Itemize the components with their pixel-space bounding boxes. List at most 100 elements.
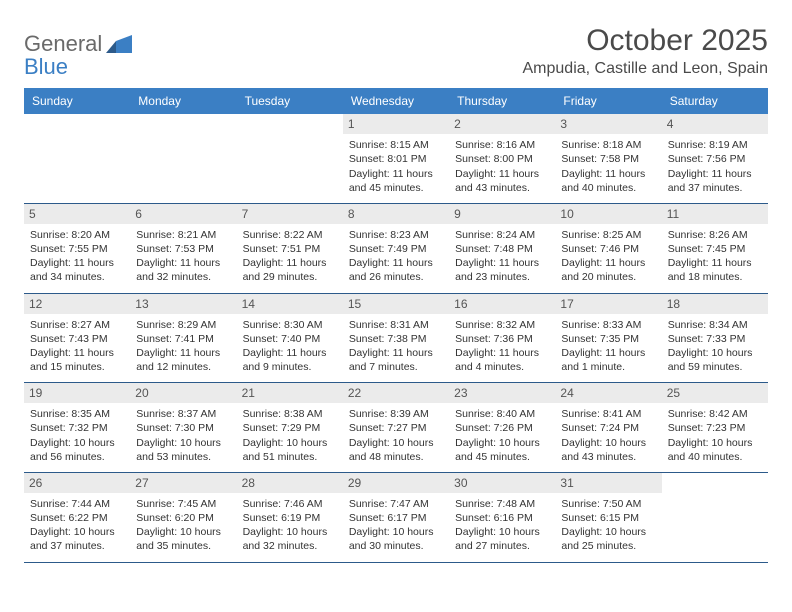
logo-text: General Blue [24, 32, 102, 78]
day-cell: 20Sunrise: 8:37 AMSunset: 7:30 PMDayligh… [130, 383, 236, 472]
daylight-text-1: Daylight: 11 hours [561, 167, 655, 181]
daylight-text-1: Daylight: 10 hours [561, 525, 655, 539]
day-number: 16 [449, 294, 555, 314]
daylight-text-1: Daylight: 11 hours [668, 167, 762, 181]
sunrise-text: Sunrise: 8:42 AM [668, 407, 762, 421]
sunset-text: Sunset: 7:43 PM [30, 332, 124, 346]
day-cell: 17Sunrise: 8:33 AMSunset: 7:35 PMDayligh… [555, 294, 661, 383]
daylight-text-1: Daylight: 10 hours [30, 525, 124, 539]
month-title: October 2025 [523, 24, 769, 58]
sunrise-text: Sunrise: 8:31 AM [349, 318, 443, 332]
daylight-text-2: and 37 minutes. [668, 181, 762, 195]
daylight-text-2: and 48 minutes. [349, 450, 443, 464]
day-cell [24, 114, 130, 203]
sunset-text: Sunset: 6:19 PM [243, 511, 337, 525]
sunset-text: Sunset: 6:22 PM [30, 511, 124, 525]
sunrise-text: Sunrise: 7:44 AM [30, 497, 124, 511]
day-cell: 22Sunrise: 8:39 AMSunset: 7:27 PMDayligh… [343, 383, 449, 472]
daylight-text-1: Daylight: 11 hours [30, 256, 124, 270]
daylight-text-2: and 34 minutes. [30, 270, 124, 284]
sunrise-text: Sunrise: 8:20 AM [30, 228, 124, 242]
day-cell: 4 Sunrise: 8:19 AMSunset: 7:56 PMDaylight… [662, 114, 768, 203]
sunset-text: Sunset: 7:41 PM [136, 332, 230, 346]
sunset-text: Sunset: 7:29 PM [243, 421, 337, 435]
sunset-text: Sunset: 6:16 PM [455, 511, 549, 525]
day-number: 3 [555, 114, 661, 134]
daylight-text-2: and 23 minutes. [455, 270, 549, 284]
day-number: 25 [662, 383, 768, 403]
day-number: 20 [130, 383, 236, 403]
day-cell: 24Sunrise: 8:41 AMSunset: 7:24 PMDayligh… [555, 383, 661, 472]
daylight-text-2: and 45 minutes. [455, 450, 549, 464]
daylight-text-2: and 26 minutes. [349, 270, 443, 284]
daylight-text-1: Daylight: 11 hours [243, 256, 337, 270]
day-cell: 3Sunrise: 8:18 AMSunset: 7:58 PMDaylight… [555, 114, 661, 203]
location-subtitle: Ampudia, Castille and Leon, Spain [523, 60, 769, 78]
daylight-text-2: and 45 minutes. [349, 181, 443, 195]
week-row: 1Sunrise: 8:15 AMSunset: 8:01 PMDaylight… [24, 114, 768, 204]
daylight-text-1: Daylight: 10 hours [243, 436, 337, 450]
sunrise-text: Sunrise: 7:47 AM [349, 497, 443, 511]
sunset-text: Sunset: 7:26 PM [455, 421, 549, 435]
daylight-text-2: and 35 minutes. [136, 539, 230, 553]
sunset-text: Sunset: 7:56 PM [668, 152, 762, 166]
daylight-text-2: and 59 minutes. [668, 360, 762, 374]
day-cell: 18Sunrise: 8:34 AMSunset: 7:33 PMDayligh… [662, 294, 768, 383]
sunrise-text: Sunrise: 8:33 AM [561, 318, 655, 332]
day-number: 21 [237, 383, 343, 403]
day-number: 22 [343, 383, 449, 403]
sunrise-text: Sunrise: 8:27 AM [30, 318, 124, 332]
logo-line1: General [24, 31, 102, 56]
daylight-text-2: and 53 minutes. [136, 450, 230, 464]
sunset-text: Sunset: 7:48 PM [455, 242, 549, 256]
sunrise-text: Sunrise: 8:19 AM [668, 138, 762, 152]
sunset-text: Sunset: 7:35 PM [561, 332, 655, 346]
day-number: 4 [662, 114, 768, 134]
day-cell: 16Sunrise: 8:32 AMSunset: 7:36 PMDayligh… [449, 294, 555, 383]
day-number: 23 [449, 383, 555, 403]
daylight-text-1: Daylight: 10 hours [30, 436, 124, 450]
weekday-header: Sunday Monday Tuesday Wednesday Thursday… [24, 88, 768, 114]
daylight-text-2: and 43 minutes. [561, 450, 655, 464]
daylight-text-2: and 15 minutes. [30, 360, 124, 374]
sunrise-text: Sunrise: 8:39 AM [349, 407, 443, 421]
day-number: 19 [24, 383, 130, 403]
weekday-thursday: Thursday [449, 88, 555, 114]
sunrise-text: Sunrise: 8:24 AM [455, 228, 549, 242]
day-number: 13 [130, 294, 236, 314]
title-block: October 2025 Ampudia, Castille and Leon,… [523, 24, 769, 78]
sunset-text: Sunset: 7:55 PM [30, 242, 124, 256]
day-number: 6 [130, 204, 236, 224]
day-number: 2 [449, 114, 555, 134]
sunrise-text: Sunrise: 8:35 AM [30, 407, 124, 421]
sunrise-text: Sunrise: 7:45 AM [136, 497, 230, 511]
sunrise-text: Sunrise: 8:30 AM [243, 318, 337, 332]
day-cell: 10Sunrise: 8:25 AMSunset: 7:46 PMDayligh… [555, 204, 661, 293]
daylight-text-1: Daylight: 11 hours [668, 256, 762, 270]
day-cell: 23Sunrise: 8:40 AMSunset: 7:26 PMDayligh… [449, 383, 555, 472]
daylight-text-2: and 30 minutes. [349, 539, 443, 553]
daylight-text-2: and 4 minutes. [455, 360, 549, 374]
sunset-text: Sunset: 6:17 PM [349, 511, 443, 525]
day-number: 17 [555, 294, 661, 314]
week-row: 5Sunrise: 8:20 AMSunset: 7:55 PMDaylight… [24, 204, 768, 294]
day-cell: 25Sunrise: 8:42 AMSunset: 7:23 PMDayligh… [662, 383, 768, 472]
daylight-text-1: Daylight: 11 hours [455, 256, 549, 270]
daylight-text-1: Daylight: 10 hours [455, 436, 549, 450]
sunrise-text: Sunrise: 8:16 AM [455, 138, 549, 152]
sunset-text: Sunset: 7:49 PM [349, 242, 443, 256]
weekday-tuesday: Tuesday [237, 88, 343, 114]
day-cell: 2Sunrise: 8:16 AMSunset: 8:00 PMDaylight… [449, 114, 555, 203]
day-number: 9 [449, 204, 555, 224]
sunrise-text: Sunrise: 8:23 AM [349, 228, 443, 242]
sunset-text: Sunset: 6:15 PM [561, 511, 655, 525]
header: General Blue October 2025 Ampudia, Casti… [24, 24, 768, 78]
sunrise-text: Sunrise: 8:15 AM [349, 138, 443, 152]
daylight-text-2: and 18 minutes. [668, 270, 762, 284]
day-cell: 31Sunrise: 7:50 AMSunset: 6:15 PMDayligh… [555, 473, 661, 562]
day-cell: 11Sunrise: 8:26 AMSunset: 7:45 PMDayligh… [662, 204, 768, 293]
daylight-text-2: and 7 minutes. [349, 360, 443, 374]
day-cell: 26Sunrise: 7:44 AMSunset: 6:22 PMDayligh… [24, 473, 130, 562]
calendar: Sunday Monday Tuesday Wednesday Thursday… [24, 88, 768, 562]
sunset-text: Sunset: 7:58 PM [561, 152, 655, 166]
